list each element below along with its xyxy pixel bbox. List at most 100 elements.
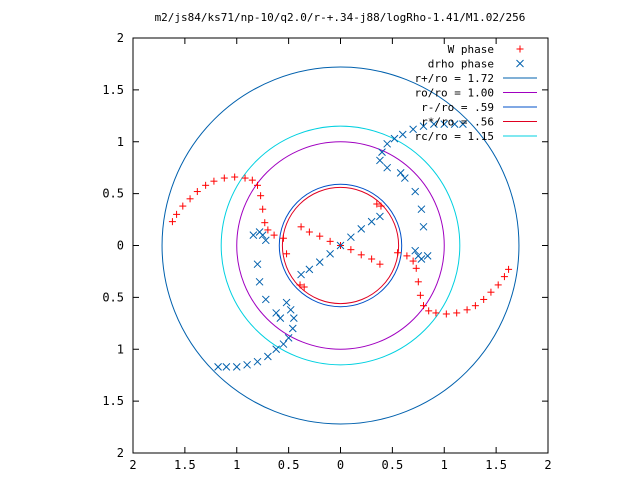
x-tick-label-5: 0.5: [382, 458, 404, 472]
point-0-34: [425, 307, 433, 315]
point-0-41: [487, 288, 495, 296]
legend-label-1: drho phase: [428, 58, 494, 71]
x-tick-label-2: 1: [233, 458, 240, 472]
point-0-26: [376, 260, 384, 268]
point-1-21: [376, 212, 384, 221]
circle-3: [281, 186, 400, 305]
point-0-4: [193, 188, 201, 196]
x-tick-label-0: 2: [129, 458, 136, 472]
point-0-12: [257, 192, 265, 200]
point-1-7: [279, 340, 288, 348]
point-1-29: [430, 120, 438, 128]
point-1-13: [297, 270, 305, 279]
point-0-24: [357, 251, 365, 259]
point-0-33: [420, 302, 427, 310]
point-1-0: [214, 363, 222, 371]
point-1-32: [459, 120, 467, 128]
point-1-11: [286, 305, 295, 314]
point-1-39: [261, 295, 270, 304]
point-0-39: [471, 302, 479, 310]
point-1-24: [383, 139, 392, 148]
circle-0: [161, 66, 520, 425]
point-1-25: [390, 134, 399, 143]
point-0-31: [414, 278, 422, 286]
legend-sample-1: [516, 59, 524, 68]
point-1-3: [243, 360, 251, 369]
point-0-42: [494, 281, 502, 289]
point-1-43: [400, 174, 409, 182]
x-tick-label-4: 0: [337, 458, 344, 472]
y-tick-label-6: 1: [117, 135, 124, 149]
point-1-41: [276, 314, 285, 322]
point-1-30: [440, 120, 449, 128]
point-1-17: [336, 241, 345, 250]
point-0-49: [300, 283, 308, 291]
point-1-8: [284, 333, 293, 342]
point-1-31: [450, 120, 459, 128]
point-1-20: [367, 217, 376, 226]
y-tick-label-4: 0: [117, 239, 124, 253]
point-0-36: [442, 310, 450, 318]
point-1-12: [282, 298, 291, 307]
point-0-25: [368, 255, 376, 263]
circle-4: [220, 125, 461, 366]
point-1-15: [315, 258, 324, 266]
point-1-51: [383, 163, 392, 172]
point-1-2: [232, 363, 241, 371]
point-0-18: [297, 223, 305, 231]
point-1-16: [326, 249, 334, 258]
point-1-47: [423, 252, 432, 260]
point-1-23: [378, 148, 386, 156]
point-0-23: [347, 246, 355, 254]
point-0-17: [279, 234, 287, 242]
legend-label-6: rc/ro = 1.15: [415, 130, 494, 143]
legend-label-2: r+/ro = 1.72: [415, 72, 494, 85]
point-0-16: [270, 231, 278, 239]
point-0-21: [326, 237, 334, 245]
y-tick-label-5: 0.5: [102, 187, 124, 201]
point-0-2: [179, 202, 187, 210]
point-0-27: [394, 249, 402, 257]
point-0-0: [168, 218, 176, 226]
point-0-15: [264, 226, 272, 234]
point-0-28: [403, 252, 411, 260]
point-1-1: [222, 363, 231, 371]
y-tick-label-2: 1: [117, 342, 124, 356]
point-1-44: [411, 187, 420, 196]
point-1-14: [305, 265, 314, 274]
point-0-47: [377, 202, 385, 210]
point-0-13: [259, 205, 267, 213]
points-layer: [168, 120, 513, 371]
point-0-8: [231, 173, 239, 181]
point-1-38: [255, 277, 264, 286]
point-1-36: [249, 231, 258, 239]
point-1-42: [396, 169, 405, 177]
point-0-37: [453, 309, 461, 317]
point-1-40: [272, 309, 281, 317]
legend-label-3: ro/ro = 1.00: [415, 87, 494, 100]
y-tick-label-1: 1.5: [102, 394, 124, 408]
x-tick-label-6: 1: [441, 458, 448, 472]
point-1-50: [411, 246, 420, 255]
point-1-4: [253, 357, 262, 366]
point-1-49: [414, 252, 423, 260]
point-1-33: [261, 236, 270, 245]
point-0-40: [480, 295, 488, 303]
point-0-9: [241, 174, 249, 182]
point-1-6: [272, 345, 281, 354]
point-1-45: [417, 205, 426, 214]
chart-title: m2/js84/ks71/np-10/q2.0/r-+.34-j88/logRh…: [155, 11, 526, 24]
point-1-27: [409, 125, 417, 134]
point-0-3: [186, 195, 194, 203]
circle-1: [236, 141, 445, 350]
point-0-11: [254, 181, 261, 189]
point-0-1: [173, 210, 181, 218]
point-1-28: [419, 122, 428, 131]
point-1-9: [288, 324, 297, 333]
point-1-19: [357, 225, 366, 233]
tick-layer: 2 1.5 1 0.5 0 0.5 1 1.5 221.510.500.511.52: [102, 31, 551, 472]
point-1-37: [253, 260, 262, 269]
legend-label-0: W phase: [448, 43, 494, 56]
point-0-32: [416, 291, 424, 299]
